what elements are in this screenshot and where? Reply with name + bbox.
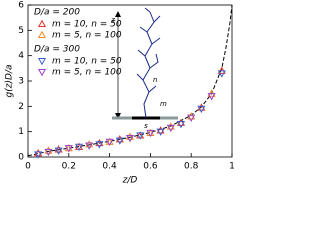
fit-line bbox=[27, 4, 233, 157]
marker bbox=[44, 146, 53, 154]
y-tick-label: 1 bbox=[18, 127, 24, 137]
legend-group-title: D/a = 200 bbox=[34, 8, 80, 18]
x-tick-label: 0.8 bbox=[184, 162, 199, 172]
x-tick-label: 0.4 bbox=[102, 162, 117, 172]
legend-label: m = 5, n = 100 bbox=[52, 31, 122, 41]
marker bbox=[85, 140, 94, 148]
marker bbox=[217, 70, 226, 78]
marker bbox=[176, 118, 186, 126]
marker bbox=[115, 137, 124, 145]
y-tick-label: 0 bbox=[18, 153, 24, 163]
marker bbox=[166, 124, 175, 133]
marker bbox=[156, 126, 165, 134]
marker bbox=[136, 132, 145, 140]
marker bbox=[115, 135, 124, 143]
marker bbox=[125, 132, 135, 140]
x-tick-label: 0.2 bbox=[62, 162, 76, 172]
y-tick-label: 6 bbox=[18, 1, 24, 11]
legend-marker bbox=[37, 68, 47, 77]
legend-marker bbox=[37, 57, 47, 66]
marker bbox=[54, 145, 63, 153]
marker bbox=[105, 138, 114, 147]
inset-label: n bbox=[153, 76, 157, 84]
legend-label: m = 5, n = 100 bbox=[52, 68, 122, 78]
y-tick-label: 4 bbox=[18, 51, 24, 61]
marker bbox=[187, 112, 196, 120]
legend-marker bbox=[37, 19, 47, 28]
legend-label: m = 10, n = 50 bbox=[52, 57, 122, 67]
marker bbox=[125, 134, 135, 143]
chart: z n m s z/D g(z)D/a 0 0.2 0.4 0.6 0.8 1 0 1 2 3 4 5… bbox=[5, 1, 235, 186]
y-tick-label: 3 bbox=[18, 77, 24, 87]
inset-label: s bbox=[144, 122, 148, 130]
marker bbox=[34, 148, 43, 157]
x-tick-label: 0.6 bbox=[143, 162, 158, 172]
marker bbox=[34, 151, 43, 159]
inset: z n m s bbox=[110, 7, 178, 130]
marker bbox=[156, 128, 165, 136]
marker bbox=[64, 145, 73, 153]
marker bbox=[146, 129, 155, 138]
legend-marker bbox=[37, 30, 47, 39]
marker bbox=[197, 103, 206, 111]
marker bbox=[207, 93, 216, 101]
y-axis-label: g(z)D/a bbox=[5, 65, 15, 98]
inset-label: m bbox=[160, 100, 167, 108]
y-tick-label: 2 bbox=[18, 102, 24, 112]
marker bbox=[74, 143, 84, 152]
legend-label: m = 10, n = 50 bbox=[52, 20, 122, 30]
x-axis-label: z/D bbox=[122, 176, 138, 186]
x-tick-label: 0 bbox=[25, 162, 31, 172]
marker bbox=[166, 122, 175, 130]
legend-group-title: D/a = 300 bbox=[34, 45, 80, 55]
marker bbox=[85, 142, 94, 150]
y-tick-label: 5 bbox=[18, 26, 24, 36]
marker bbox=[176, 121, 186, 129]
marker bbox=[197, 105, 206, 114]
marker bbox=[95, 141, 104, 149]
marker bbox=[187, 114, 196, 122]
inset-label: z bbox=[110, 16, 115, 24]
inset-chain bbox=[136, 7, 161, 119]
marker bbox=[95, 138, 104, 147]
x-tick-label: 1 bbox=[229, 162, 235, 172]
marker bbox=[44, 148, 53, 157]
marker bbox=[54, 147, 63, 155]
